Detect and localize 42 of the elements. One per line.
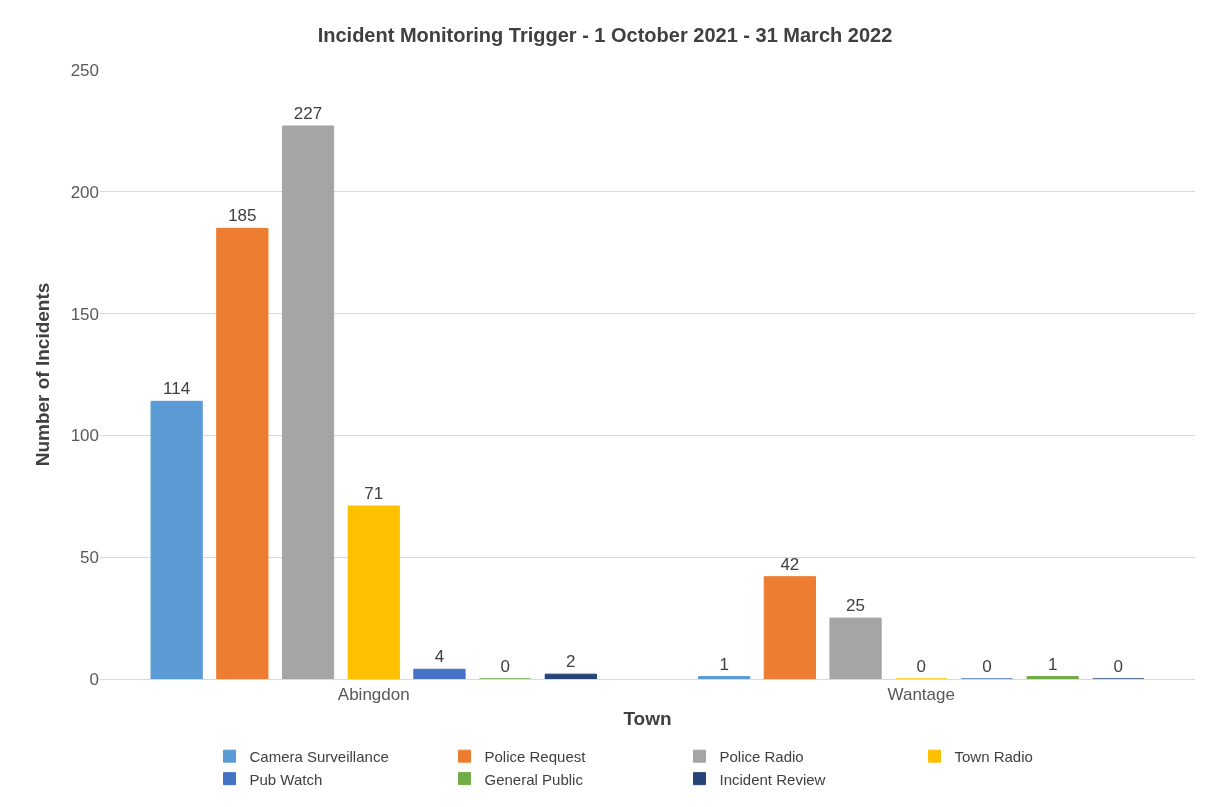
bar — [698, 676, 751, 679]
data-label: 1 — [719, 654, 729, 674]
data-label: 2 — [566, 652, 576, 672]
x-tick-label: Wantage — [887, 685, 955, 705]
bar — [544, 673, 597, 679]
data-label: 0 — [500, 657, 510, 676]
data-label: 42 — [780, 554, 800, 574]
bar — [1026, 676, 1079, 679]
data-label: 25 — [846, 596, 866, 616]
legend-label: Town Radio — [954, 748, 1033, 765]
y-axis-title: Number of Incidents — [32, 282, 54, 467]
bar — [281, 125, 335, 679]
bar — [413, 668, 466, 679]
legend-label: Pub Watch — [249, 770, 323, 788]
data-label: 185 — [228, 206, 257, 226]
data-label: 71 — [364, 484, 384, 504]
data-label: 0 — [982, 657, 992, 676]
chart-title: Incident Monitoring Trigger - 1 October 2021 - 31 March 2022 — [317, 24, 893, 47]
x-tick-label: Abingdon — [337, 685, 410, 705]
data-label: 1 — [1047, 654, 1058, 674]
y-tick-label: 250 — [70, 60, 99, 80]
data-label: 4 — [434, 647, 445, 667]
data-label: 0 — [1113, 657, 1124, 676]
y-tick-label: 200 — [70, 182, 99, 202]
legend-label: Incident Review — [719, 770, 826, 788]
legend-label: Police Request — [484, 748, 587, 765]
y-tick-label: 50 — [80, 548, 99, 568]
data-label: 114 — [163, 379, 191, 399]
legend-label: Camera Surveillance — [249, 748, 389, 765]
y-tick-label: 100 — [70, 426, 99, 446]
bar — [829, 617, 882, 679]
y-tick-label: 0 — [89, 669, 99, 689]
bar — [347, 505, 400, 679]
x-axis-title: Town — [623, 708, 672, 730]
data-label: 227 — [293, 104, 323, 124]
bar — [763, 576, 816, 679]
bar — [216, 227, 269, 679]
legend-label: Police Radio — [719, 748, 804, 765]
data-label: 0 — [916, 657, 926, 676]
legend-label: General Public — [484, 770, 584, 788]
y-tick-label: 150 — [70, 304, 99, 324]
bar — [150, 400, 203, 679]
